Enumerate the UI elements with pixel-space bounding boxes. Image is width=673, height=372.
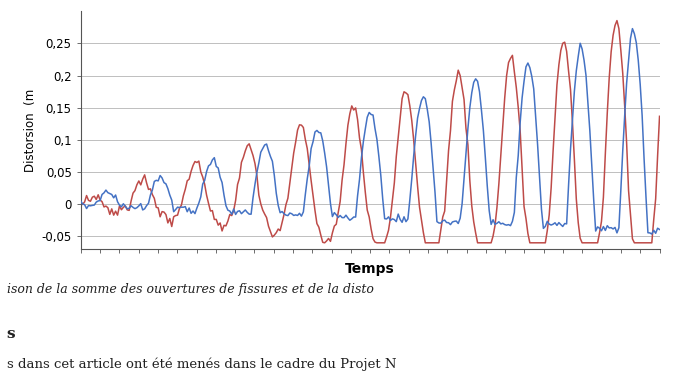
Y-axis label: Distorsion  (m: Distorsion (m xyxy=(24,89,37,172)
Text: s: s xyxy=(7,327,15,341)
X-axis label: Temps: Temps xyxy=(345,262,395,276)
Text: s dans cet article ont été menés dans le cadre du Projet N: s dans cet article ont été menés dans le… xyxy=(7,357,396,371)
Text: ison de la somme des ouvertures de fissures et de la disto: ison de la somme des ouvertures de fissu… xyxy=(7,283,374,296)
